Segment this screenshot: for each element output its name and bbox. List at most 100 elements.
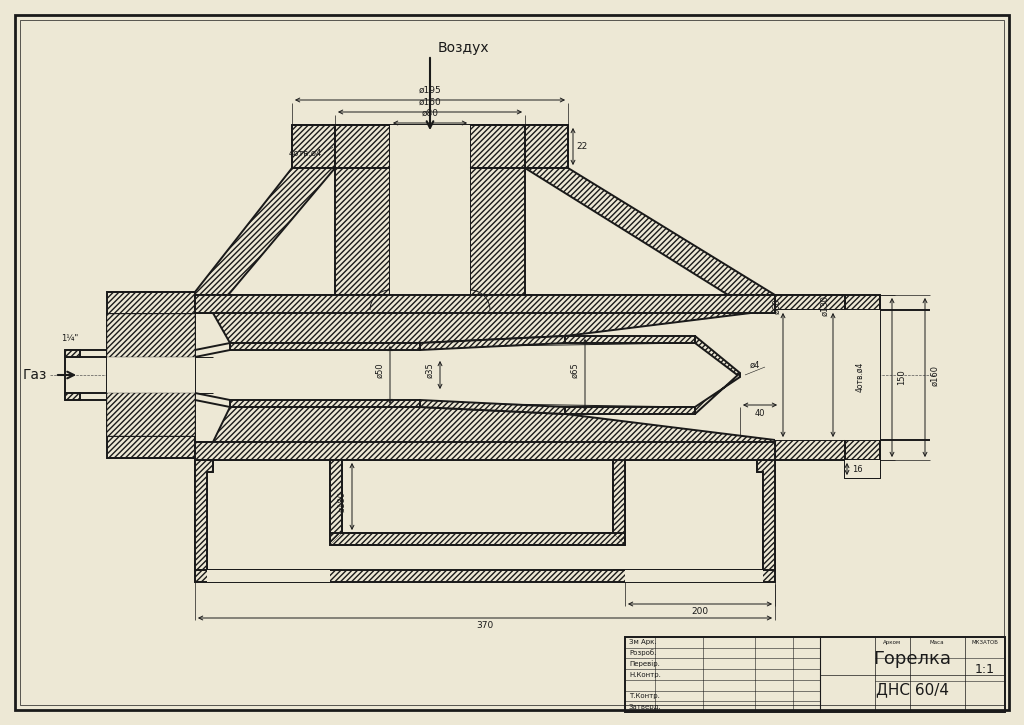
Bar [230, 400, 420, 407]
Polygon shape [213, 407, 775, 447]
Bar [525, 125, 568, 168]
Text: ø4: ø4 [750, 360, 760, 370]
Bar [845, 460, 880, 478]
Text: Арком: Арком [883, 640, 901, 645]
Text: Горелка: Горелка [873, 650, 951, 668]
Text: 200: 200 [691, 608, 709, 616]
Bar [195, 570, 775, 582]
Text: Розроб.: Розроб. [629, 650, 656, 656]
Bar [470, 168, 525, 310]
Bar [625, 570, 763, 582]
Polygon shape [613, 442, 625, 545]
Bar [845, 460, 880, 478]
Bar [565, 336, 695, 343]
Bar [845, 440, 880, 460]
Bar [106, 314, 195, 436]
Bar [775, 295, 845, 310]
Text: ø180: ø180 [338, 492, 346, 513]
Bar [195, 295, 775, 313]
Text: ø160: ø160 [931, 365, 939, 386]
Bar [335, 125, 390, 168]
Bar [106, 393, 195, 436]
Bar [390, 125, 470, 168]
Bar [195, 295, 775, 313]
Text: Н.Контр.: Н.Контр. [629, 671, 660, 677]
Text: ø60: ø60 [772, 298, 781, 314]
Polygon shape [695, 373, 740, 414]
Polygon shape [420, 336, 565, 350]
Text: Перевір.: Перевір. [629, 660, 659, 667]
Text: ø130: ø130 [820, 294, 829, 315]
Bar [335, 168, 390, 310]
Bar [65, 350, 80, 357]
Bar [330, 533, 625, 545]
Bar [625, 637, 1005, 712]
Text: 4отв.ø4: 4отв.ø4 [855, 362, 864, 392]
Text: Зм Арк.: Зм Арк. [629, 639, 656, 645]
Polygon shape [195, 168, 335, 313]
Bar [470, 125, 525, 168]
Text: 22: 22 [577, 141, 588, 151]
Bar [195, 442, 775, 460]
Text: 4отв.ø4: 4отв.ø4 [289, 149, 322, 157]
Bar [845, 310, 880, 440]
Text: 40: 40 [755, 408, 765, 418]
Bar [195, 313, 775, 442]
Text: 1:1: 1:1 [975, 663, 995, 676]
Bar [525, 125, 568, 168]
Bar [470, 168, 525, 310]
Text: 370: 370 [476, 621, 494, 631]
Text: Газ: Газ [23, 368, 47, 382]
Bar [65, 350, 80, 357]
Text: 16: 16 [852, 465, 862, 473]
Bar [230, 400, 420, 407]
Bar [292, 125, 335, 168]
Bar [775, 295, 845, 310]
Bar [106, 393, 195, 436]
Bar [565, 407, 695, 414]
Bar [342, 442, 613, 545]
Bar [775, 310, 845, 440]
Bar [195, 442, 775, 460]
Bar [330, 533, 625, 545]
Text: ø80: ø80 [422, 109, 438, 118]
Polygon shape [695, 336, 740, 377]
Polygon shape [757, 460, 775, 570]
Text: МКЗАТОБ: МКЗАТОБ [972, 640, 998, 645]
Bar [195, 295, 775, 313]
Bar [195, 570, 775, 582]
Bar [106, 292, 195, 458]
Bar [335, 168, 390, 310]
Bar [106, 292, 195, 458]
Bar [230, 343, 420, 350]
Text: ø65: ø65 [570, 362, 580, 378]
Text: ø50: ø50 [376, 362, 384, 378]
Bar [292, 125, 335, 168]
Bar [845, 440, 880, 460]
Bar [845, 295, 880, 310]
Bar [390, 168, 470, 310]
Text: ДНС 60/4: ДНС 60/4 [876, 682, 948, 697]
Bar [845, 295, 880, 310]
Bar [65, 393, 80, 400]
Text: ø35: ø35 [426, 362, 434, 378]
Bar [230, 350, 695, 400]
Bar [195, 442, 775, 460]
Polygon shape [330, 442, 342, 545]
Bar [775, 440, 845, 460]
Bar [195, 442, 775, 460]
Polygon shape [213, 303, 775, 343]
Text: ø160: ø160 [419, 98, 441, 107]
Bar [335, 125, 390, 168]
Text: Затверд.: Затверд. [629, 704, 662, 710]
Text: Т.Контр.: Т.Контр. [629, 693, 659, 699]
Text: ø195: ø195 [419, 86, 441, 95]
Polygon shape [420, 400, 565, 414]
Text: 150: 150 [897, 369, 906, 385]
Bar [565, 407, 695, 414]
Bar [230, 343, 420, 350]
Bar [65, 393, 80, 400]
Text: 1¼": 1¼" [61, 334, 79, 342]
Bar [106, 314, 195, 357]
Text: Маса: Маса [930, 640, 944, 645]
